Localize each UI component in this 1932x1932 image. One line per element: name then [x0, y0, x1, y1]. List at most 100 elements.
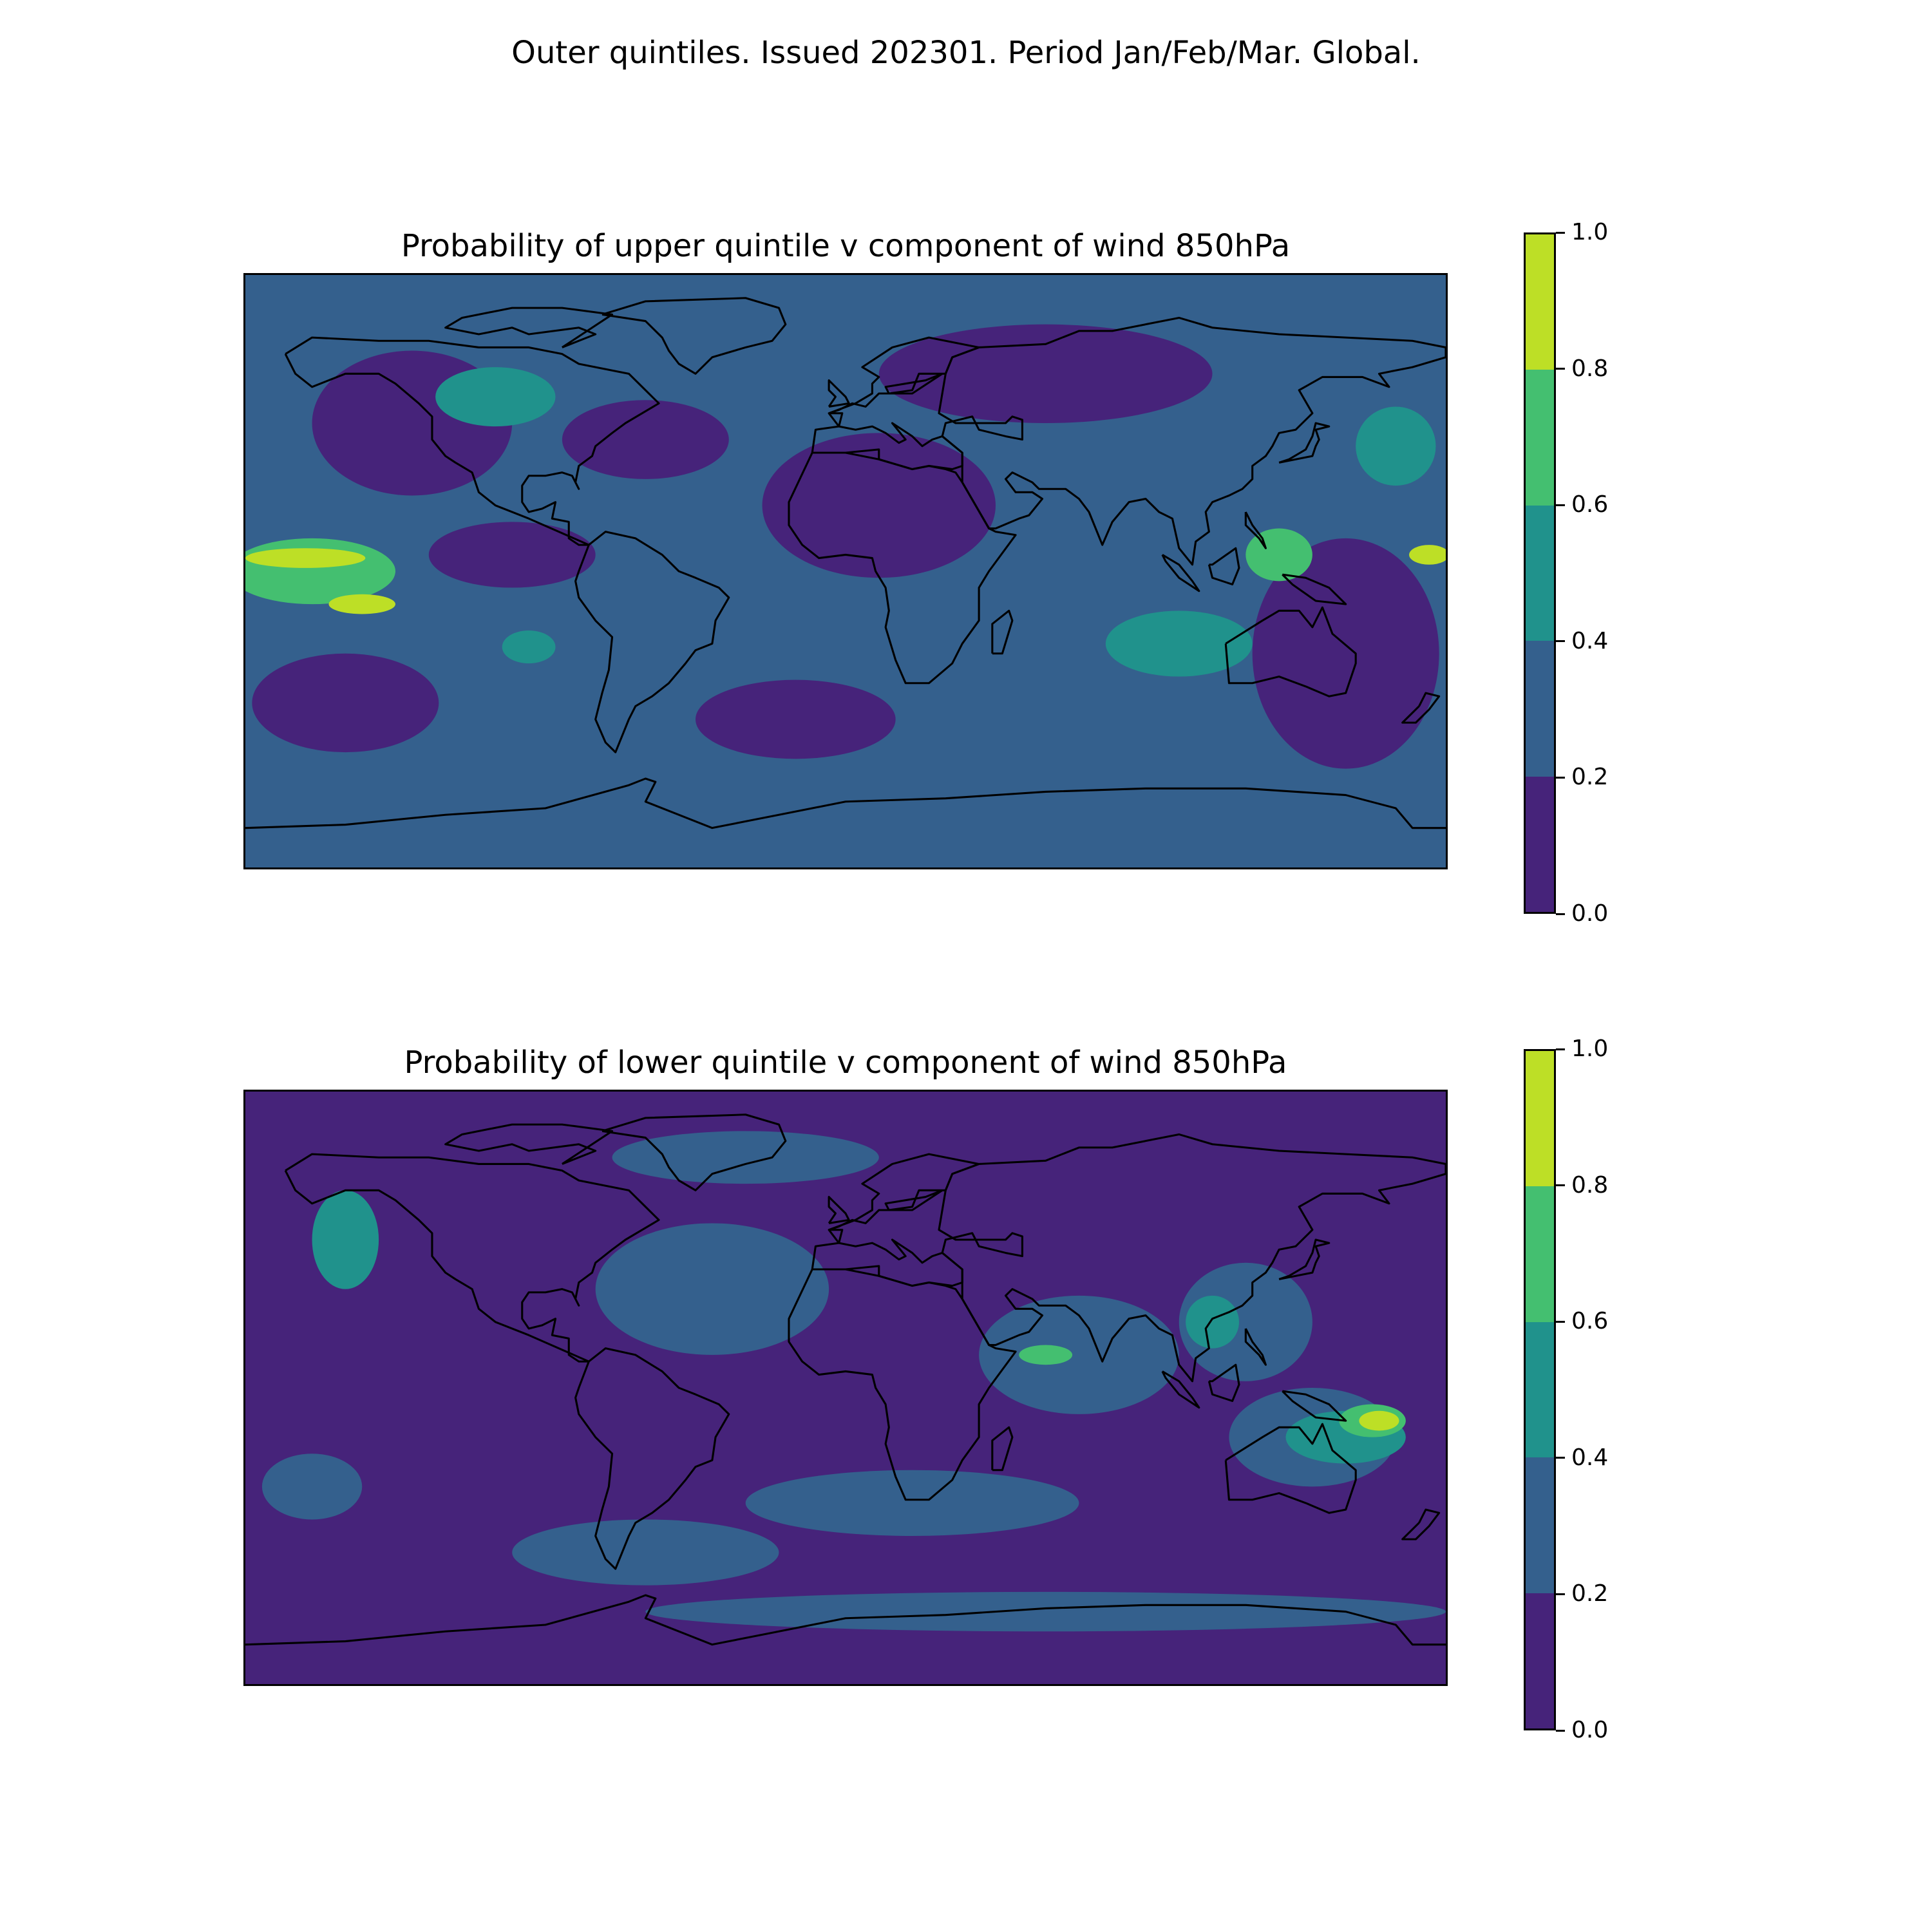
map-lower-coastline-8 — [828, 1196, 850, 1224]
colorbar-upper-segment-0 — [1526, 776, 1554, 912]
colorbar-lower-tick-1 — [1556, 1593, 1565, 1595]
colorbar-upper-tick-2 — [1556, 640, 1565, 643]
map-upper-coastline-14 — [1244, 511, 1267, 549]
colorbar-upper-tick-3 — [1556, 504, 1565, 506]
map-upper-coastline-5 — [1224, 606, 1357, 697]
map-upper-coastline-11 — [1208, 547, 1240, 585]
map-upper-region-16 — [1409, 545, 1446, 565]
map-upper-region-6 — [696, 679, 896, 759]
colorbar-lower-segment-2 — [1526, 1321, 1554, 1458]
map-upper-coastline-9 — [1278, 422, 1331, 464]
colorbar-lower — [1524, 1049, 1556, 1730]
colorbar-lower-tick-label-2: 0.4 — [1571, 1444, 1609, 1471]
colorbar-upper-tick-label-1: 0.2 — [1571, 764, 1609, 791]
map-upper-quintile — [243, 273, 1448, 869]
map-upper-coastline-8 — [828, 379, 850, 408]
map-upper-region-4 — [1252, 538, 1439, 769]
colorbar-upper-tick-4 — [1556, 368, 1565, 370]
map-lower-coastline-12 — [1282, 1390, 1347, 1422]
colorbar-upper-tick-label-3: 0.6 — [1571, 491, 1609, 518]
colorbar-lower-tick-label-3: 0.6 — [1571, 1308, 1609, 1335]
colorbar-lower-tick-2 — [1556, 1457, 1565, 1459]
colorbar-lower-tick-3 — [1556, 1320, 1565, 1323]
map-upper-region-10 — [502, 630, 556, 664]
map-upper-probability-regions — [245, 324, 1446, 769]
map-lower-coastline-11 — [1208, 1363, 1240, 1402]
map-lower-region-1 — [979, 1295, 1179, 1414]
colorbar-upper-tick-label-2: 0.4 — [1571, 627, 1609, 654]
map-lower-probability-regions — [261, 1131, 1446, 1632]
figure-suptitle: Outer quintiles. Issued 202301. Period J… — [511, 35, 1421, 71]
map-upper-region-15 — [328, 594, 395, 614]
map-upper-coastline-0 — [284, 336, 660, 546]
map-lower-region-2 — [1179, 1262, 1312, 1381]
colorbar-lower-segment-0 — [1526, 1593, 1554, 1728]
map-lower-coastline-3 — [788, 1268, 1017, 1501]
map-upper-region-8 — [435, 367, 556, 427]
map-lower-coastline-16 — [444, 1123, 614, 1165]
map-upper-region-1 — [562, 400, 729, 479]
map-upper-coastline-12 — [1282, 573, 1347, 605]
map-lower-coastline-7 — [601, 1113, 787, 1191]
map-upper-region-14 — [245, 548, 366, 568]
map-upper-region-2 — [762, 433, 996, 578]
map-lower-region-13 — [1019, 1345, 1073, 1365]
map-upper-region-3 — [878, 324, 1213, 423]
panel-lower-title: Probability of lower quintile v componen… — [404, 1045, 1287, 1081]
map-upper-coastlines — [245, 297, 1446, 829]
colorbar-upper-tick-label-4: 0.8 — [1571, 355, 1609, 382]
colorbar-upper — [1524, 232, 1556, 914]
colorbar-lower-tick-label-1: 0.2 — [1571, 1580, 1609, 1607]
map-lower-region-3 — [745, 1470, 1079, 1536]
map-lower-coastline-14 — [1244, 1328, 1267, 1366]
map-upper-coastline-6 — [245, 777, 1446, 829]
map-lower-region-8 — [645, 1591, 1446, 1632]
colorbar-upper-tick-1 — [1556, 776, 1565, 779]
map-lower-coastlines — [245, 1113, 1446, 1646]
colorbar-upper-tick-5 — [1556, 231, 1565, 234]
map-lower-region-4 — [512, 1519, 779, 1586]
map-lower-coastline-15 — [1401, 1508, 1441, 1540]
colorbar-upper-tick-label-0: 0.0 — [1571, 900, 1609, 927]
colorbar-upper-segment-1 — [1526, 641, 1554, 777]
panel-upper-title: Probability of upper quintile v componen… — [401, 228, 1291, 264]
colorbar-upper-segment-4 — [1526, 234, 1554, 370]
colorbar-lower-tick-label-4: 0.8 — [1571, 1171, 1609, 1198]
map-lower-region-11 — [1186, 1295, 1239, 1349]
map-upper-region-5 — [252, 653, 439, 753]
colorbar-upper-tick-0 — [1556, 913, 1565, 915]
map-lower-coastline-13 — [991, 1426, 1014, 1472]
map-upper-coastline-15 — [1401, 692, 1441, 724]
map-lower-quintile — [243, 1090, 1448, 1686]
map-lower-region-5 — [261, 1454, 363, 1520]
map-upper-coastline-1 — [574, 531, 730, 753]
map-lower-svg — [245, 1092, 1446, 1684]
colorbar-lower-tick-4 — [1556, 1184, 1565, 1187]
colorbar-lower-segment-4 — [1526, 1050, 1554, 1187]
map-lower-coastline-4 — [938, 1133, 1446, 1383]
map-lower-coastline-10 — [1161, 1370, 1200, 1409]
colorbar-lower-tick-label-0: 0.0 — [1571, 1717, 1609, 1743]
colorbar-upper-tick-label-5: 1.0 — [1571, 219, 1609, 245]
map-upper-svg — [245, 275, 1446, 867]
map-lower-coastline-9 — [1278, 1238, 1331, 1280]
map-lower-region-7 — [612, 1131, 879, 1184]
map-upper-region-7 — [428, 522, 596, 588]
colorbar-lower-segment-1 — [1526, 1457, 1554, 1593]
map-upper-coastline-13 — [991, 609, 1014, 655]
colorbar-lower-tick-5 — [1556, 1048, 1565, 1050]
map-upper-coastline-10 — [1161, 554, 1200, 592]
map-lower-region-9 — [312, 1190, 379, 1289]
map-lower-coastline-5 — [1224, 1423, 1357, 1514]
map-lower-region-0 — [595, 1223, 829, 1355]
map-upper-coastline-3 — [788, 451, 1017, 685]
map-upper-region-11 — [1356, 406, 1436, 486]
colorbar-lower-segment-3 — [1526, 1186, 1554, 1322]
map-upper-region-9 — [1105, 611, 1253, 677]
map-upper-coastline-4 — [938, 316, 1446, 566]
colorbar-upper-segment-3 — [1526, 370, 1554, 506]
colorbar-lower-tick-0 — [1556, 1729, 1565, 1732]
colorbar-upper-segment-2 — [1526, 505, 1554, 641]
map-lower-region-14 — [1359, 1410, 1399, 1431]
map-lower-coastline-6 — [245, 1594, 1446, 1646]
